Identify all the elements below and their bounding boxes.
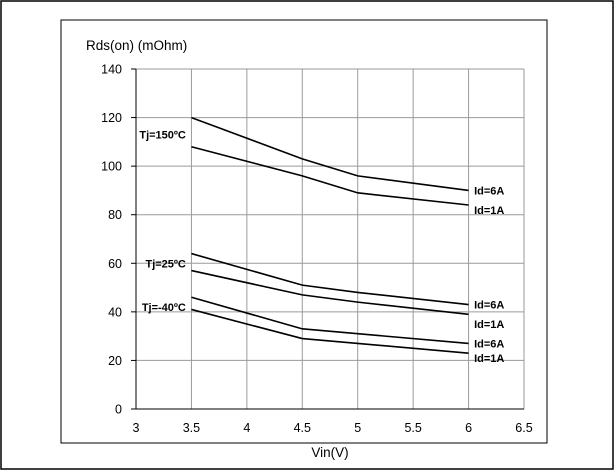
temperature-label-3: Tj=-40ºC [142,302,186,314]
current-label-9: Id=1A [474,353,504,365]
x-tick-label: 6 [465,421,472,435]
y-tick-label: 40 [108,305,122,319]
x-tick-label: 5 [354,421,361,435]
y-tick-label: 80 [108,208,122,222]
series-line-2 [191,145,469,206]
x-axis-title: Vin(V) [311,445,348,460]
y-axis-title: Rds(on) (mOhm) [86,38,187,53]
y-tick-label: 140 [101,63,122,77]
current-label-4: Id=6A [474,185,504,197]
y-tick-label: 20 [108,354,122,368]
current-label-5: Id=1A [474,205,504,217]
series-line-3 [191,252,469,306]
x-tick-label: 5.5 [404,421,421,435]
current-label-6: Id=6A [474,300,504,312]
x-tick-label: 3.5 [183,421,200,435]
y-tick-label: 100 [101,160,122,174]
current-label-7: Id=1A [474,319,504,331]
x-tick-labels: 3 3.5 4 4.5 5 5.5 6 6.5 [133,421,533,435]
y-tick-labels: 0 20 40 60 80 100 120 140 [101,63,136,417]
temperature-label-2: Tj=25ºC [145,258,185,270]
series-line-4 [191,269,469,316]
series-line-6 [191,308,469,354]
x-tick-label: 6.5 [515,421,532,435]
y-tick-label: 60 [108,257,122,271]
series-line-5 [191,296,469,345]
y-tick-label: 0 [115,403,122,417]
x-tick-label: 4 [243,421,250,435]
current-label-8: Id=6A [474,338,504,350]
y-tick-label: 120 [101,111,122,125]
series-line-1 [191,116,469,192]
series-lines [191,116,469,354]
temperature-label-1: Tj=150ºC [139,130,186,142]
annotations: Tj=150ºC Tj=25ºC Tj=-40ºC Id=6A Id=1A Id=6A Id… [139,130,504,365]
x-tick-label: 4.5 [294,421,311,435]
x-tick-label: 3 [133,421,140,435]
inner-panel [60,19,548,444]
